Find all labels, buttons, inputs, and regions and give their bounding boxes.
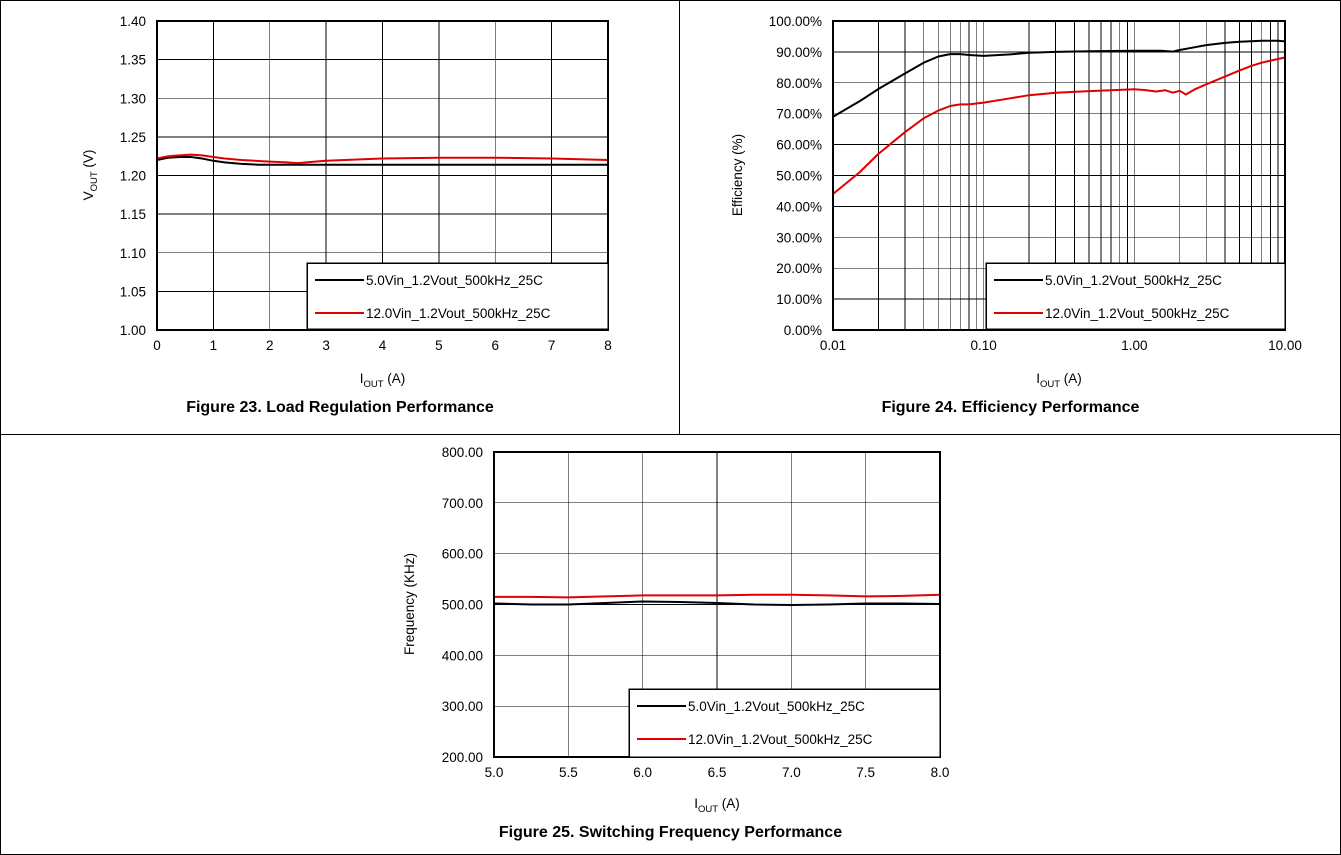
legend-label: 12.0Vin_1.2Vout_500kHz_25C <box>366 306 551 321</box>
y-axis-label: Frequency (KHz) <box>402 553 417 655</box>
x-tick-label: 8.0 <box>931 765 950 780</box>
y-tick-label: 100.00% <box>769 14 822 29</box>
y-tick-label: 400.00 <box>442 648 483 663</box>
x-tick-label: 7 <box>548 338 556 353</box>
x-tick-label: 0.10 <box>971 338 997 353</box>
plot-area-border <box>832 20 1286 331</box>
y-tick-label: 700.00 <box>442 496 483 511</box>
legend-label: 5.0Vin_1.2Vout_500kHz_25C <box>688 699 865 714</box>
legend-box <box>985 262 1286 330</box>
y-tick-label: 50.00% <box>776 169 822 184</box>
legend-label: 5.0Vin_1.2Vout_500kHz_25C <box>366 273 543 288</box>
y-tick-label: 1.25 <box>120 130 146 145</box>
x-tick-label: 7.5 <box>856 765 875 780</box>
y-tick-label: 10.00% <box>776 292 822 307</box>
legend-box <box>628 688 941 758</box>
legend-box <box>306 262 609 330</box>
y-tick-label: 500.00 <box>442 598 483 613</box>
legend-label: 12.0Vin_1.2Vout_500kHz_25C <box>688 732 873 747</box>
x-axis-label: IOUT (A) <box>1036 371 1082 390</box>
x-tick-label: 6.0 <box>633 765 652 780</box>
legend: 5.0Vin_1.2Vout_500kHz_25C 12.0Vin_1.2Vout… <box>628 688 941 758</box>
series-line-5v-input <box>493 600 941 606</box>
y-tick-label: 0.00% <box>784 323 822 338</box>
x-axis-label: IOUT (A) <box>694 796 740 815</box>
y-tick-label: 40.00% <box>776 199 822 214</box>
y-tick-label: 90.00% <box>776 45 822 60</box>
x-tick-label: 1.00 <box>1121 338 1147 353</box>
x-tick-label: 1 <box>210 338 218 353</box>
x-axis-label: IOUT (A) <box>360 371 406 390</box>
plot-area-border <box>156 20 609 331</box>
figure-25-caption: Figure 25. Switching Frequency Performan… <box>498 824 843 841</box>
y-tick-label: 200.00 <box>442 750 483 765</box>
y-tick-label: 70.00% <box>776 107 822 122</box>
figure-23-caption: Figure 23. Load Regulation Performance <box>186 399 494 416</box>
y-tick-label: 1.40 <box>120 14 146 29</box>
y-tick-label: 1.15 <box>120 207 146 222</box>
y-tick-label: 600.00 <box>442 547 483 562</box>
x-tick-label: 7.0 <box>782 765 801 780</box>
x-tick-label: 0 <box>153 338 161 353</box>
y-tick-label: 800.00 <box>442 445 483 460</box>
x-tick-label: 6.5 <box>708 765 727 780</box>
y-tick-label: 1.30 <box>120 91 146 106</box>
series-line-5v-input <box>832 39 1286 118</box>
series-line-12v-input <box>832 56 1286 195</box>
x-tick-label: 5.0 <box>485 765 504 780</box>
x-tick-label: 6 <box>491 338 499 353</box>
x-tick-label: 2 <box>266 338 274 353</box>
x-tick-label: 3 <box>322 338 330 353</box>
y-tick-label: 300.00 <box>442 699 483 714</box>
figure-24-caption: Figure 24. Efficiency Performance <box>881 399 1140 416</box>
legend-label: 12.0Vin_1.2Vout_500kHz_25C <box>1045 306 1230 321</box>
x-tick-label: 5.5 <box>559 765 578 780</box>
series-line-5v-input <box>156 156 608 166</box>
y-tick-label: 1.05 <box>120 284 146 299</box>
y-tick-label: 60.00% <box>776 138 822 153</box>
series-line-12v-input <box>494 593 941 599</box>
y-axis-label: Efficiency (%) <box>730 134 745 216</box>
x-tick-label: 4 <box>379 338 387 353</box>
x-tick-label: 5 <box>435 338 443 353</box>
y-tick-label: 1.35 <box>120 53 146 68</box>
y-tick-label: 20.00% <box>776 261 822 276</box>
y-tick-label: 80.00% <box>776 76 822 91</box>
series-line-12v-input <box>156 153 609 165</box>
legend: 5.0Vin_1.2Vout_500kHz_25C 12.0Vin_1.2Vout… <box>306 262 609 330</box>
legend: 5.0Vin_1.2Vout_500kHz_25C 12.0Vin_1.2Vout… <box>985 262 1286 330</box>
legend-label: 5.0Vin_1.2Vout_500kHz_25C <box>1045 273 1222 288</box>
x-tick-label: 10.00 <box>1268 338 1302 353</box>
y-tick-label: 1.00 <box>120 323 146 338</box>
x-tick-label: 0.01 <box>820 338 846 353</box>
y-tick-label: 1.20 <box>120 169 146 184</box>
x-tick-label: 8 <box>604 338 612 353</box>
y-axis-label: VOUT (V) <box>81 150 100 201</box>
y-tick-label: 30.00% <box>776 230 822 245</box>
y-tick-label: 1.10 <box>120 246 146 261</box>
